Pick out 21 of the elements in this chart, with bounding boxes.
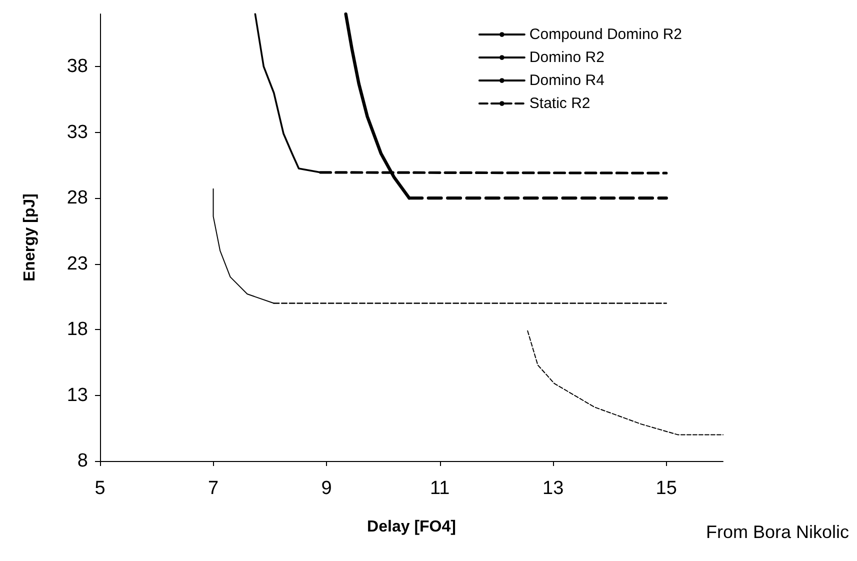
y-tick-label: 18: [66, 319, 88, 340]
x-tick-label: 13: [542, 478, 564, 499]
text: From Bora Nikolic: [706, 522, 850, 542]
x-tick-label: 11: [430, 478, 450, 499]
legend-label: Static R2: [529, 95, 590, 112]
y-axis-title: Energy [pJ]: [22, 193, 38, 282]
legend-label: Domino R2: [529, 49, 604, 66]
legend-label: Domino R4: [529, 72, 604, 89]
legend-label: Compound Domino R2: [529, 26, 682, 43]
y-tick-label: 13: [66, 384, 88, 406]
y-tick-label: 8: [77, 450, 88, 472]
x-axis-title: Delay [FO4]: [367, 518, 456, 536]
line-series: [527, 330, 724, 436]
y-tick-label: 28: [66, 188, 88, 209]
x-tick-label: 9: [321, 478, 332, 499]
y-tick-label: 38: [66, 56, 88, 78]
x-tick-label: 15: [656, 478, 677, 499]
y-tick-label: 33: [66, 122, 88, 143]
x-tick-label: 7: [208, 478, 219, 499]
y-tick-label: 23: [66, 253, 88, 274]
x-tick-label: 5: [94, 478, 106, 499]
